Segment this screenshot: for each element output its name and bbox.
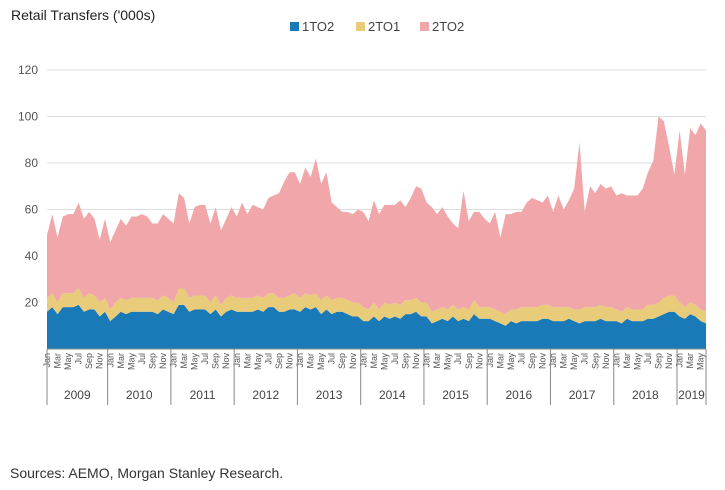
x-tick-label: Sep — [590, 353, 600, 369]
x-tick-label: Mar — [179, 353, 189, 369]
x-tick-label: Jan — [105, 353, 115, 368]
x-year-label: 2018 — [632, 388, 659, 402]
chart-title: Retail Transfers ('000s) — [11, 7, 155, 23]
x-tick-label: Jan — [422, 353, 432, 368]
x-tick-label: Nov — [538, 353, 548, 370]
x-tick-label: Mar — [559, 353, 569, 369]
legend-swatch-1to2 — [290, 22, 299, 31]
x-tick-label: Sep — [527, 353, 537, 369]
x-tick-label: May — [126, 353, 136, 371]
x-tick-label: May — [506, 353, 516, 371]
x-tick-label: May — [569, 353, 579, 371]
legend-label-1to2: 1TO2 — [302, 19, 334, 34]
x-tick-label: Jul — [327, 353, 337, 365]
source-note: Sources: AEMO, Morgan Stanley Research. — [10, 465, 284, 481]
x-tick-label: Jan — [358, 353, 368, 368]
x-tick-label: Jul — [580, 353, 590, 365]
x-year-label: 2010 — [126, 388, 153, 402]
legend-swatch-2to2 — [420, 22, 429, 31]
x-tick-label: Mar — [685, 353, 695, 369]
area-series-1to2 — [47, 304, 706, 349]
y-tick-label: 80 — [25, 156, 39, 170]
x-tick-label: Mar — [242, 353, 252, 369]
x-tick-label: Sep — [654, 353, 664, 369]
x-tick-label: Mar — [306, 353, 316, 369]
y-tick-label: 40 — [25, 249, 39, 263]
x-axis: Jan Mar May Jul Sep Nov Jan Mar May Jul Sep Nov Jan M… — [42, 348, 707, 405]
x-tick-label: May — [696, 353, 706, 371]
plot-areas — [47, 116, 706, 349]
x-tick-label: Mar — [53, 353, 63, 369]
x-tick-label: Mar — [432, 353, 442, 369]
x-tick-label: May — [63, 353, 73, 371]
x-year-label: 2017 — [569, 388, 596, 402]
y-tick-label: 120 — [18, 63, 38, 77]
x-tick-label: Sep — [464, 353, 474, 369]
x-tick-label: Sep — [147, 353, 157, 369]
x-tick-label: Sep — [274, 353, 284, 369]
x-tick-label: Nov — [664, 353, 674, 370]
legend-swatch-2to1 — [356, 22, 365, 31]
x-tick-label: Jul — [643, 353, 653, 365]
x-tick-label: May — [632, 353, 642, 371]
x-year-label: 2009 — [64, 388, 91, 402]
x-tick-label: Jul — [200, 353, 210, 365]
legend-label-2to1: 2TO1 — [368, 19, 400, 34]
x-tick-label: Jul — [137, 353, 147, 365]
x-tick-label: Jan — [169, 353, 179, 368]
x-tick-label: May — [253, 353, 263, 371]
x-tick-label: Nov — [158, 353, 168, 370]
x-tick-label: Sep — [337, 353, 347, 369]
legend: 1TO2 2TO1 2TO2 — [290, 19, 464, 34]
x-tick-label: Mar — [369, 353, 379, 369]
area-series-2to1 — [47, 288, 706, 326]
x-tick-label: Jan — [232, 353, 242, 368]
x-tick-label: Jan — [295, 353, 305, 368]
x-year-label: 2011 — [190, 388, 216, 402]
x-tick-label: Jul — [263, 353, 273, 365]
x-tick-label: Sep — [211, 353, 221, 369]
x-year-label: 2016 — [505, 388, 532, 402]
x-tick-label: May — [443, 353, 453, 371]
x-tick-label: Jul — [74, 353, 84, 365]
x-tick-label: Mar — [116, 353, 126, 369]
x-tick-label: Mar — [622, 353, 632, 369]
legend-label-2to2: 2TO2 — [432, 19, 464, 34]
x-year-label: 2013 — [316, 388, 343, 402]
x-tick-label: Nov — [601, 353, 611, 370]
x-tick-label: Jul — [390, 353, 400, 365]
x-tick-label: Sep — [84, 353, 94, 369]
x-tick-label: Nov — [474, 353, 484, 370]
x-year-label: 2014 — [379, 388, 406, 402]
y-tick-label: 100 — [18, 110, 38, 124]
x-tick-label: Nov — [285, 353, 295, 370]
x-tick-label: Jan — [548, 353, 558, 368]
x-year-label: 2019 — [678, 388, 705, 402]
y-tick-label: 60 — [25, 203, 39, 217]
x-year-label: 2012 — [252, 388, 279, 402]
x-tick-label: Nov — [411, 353, 421, 370]
x-tick-label: May — [190, 353, 200, 371]
x-tick-label: Jul — [453, 353, 463, 365]
x-tick-label: Jul — [516, 353, 526, 365]
x-tick-label: Nov — [348, 353, 358, 370]
x-year-label: 2015 — [442, 388, 469, 402]
y-tick-label: 20 — [25, 296, 39, 310]
x-tick-label: Jan — [485, 353, 495, 368]
x-tick-label: May — [379, 353, 389, 371]
area-series-2to2 — [47, 116, 706, 315]
x-tick-label: May — [316, 353, 326, 371]
x-tick-label: Jan — [675, 353, 685, 368]
x-tick-label: Sep — [400, 353, 410, 369]
y-axis: 20 40 60 80 100 120 — [18, 63, 38, 310]
x-tick-label: Nov — [95, 353, 105, 370]
x-tick-label: Nov — [221, 353, 231, 370]
x-tick-label: Mar — [495, 353, 505, 369]
x-tick-label: Jan — [611, 353, 621, 368]
